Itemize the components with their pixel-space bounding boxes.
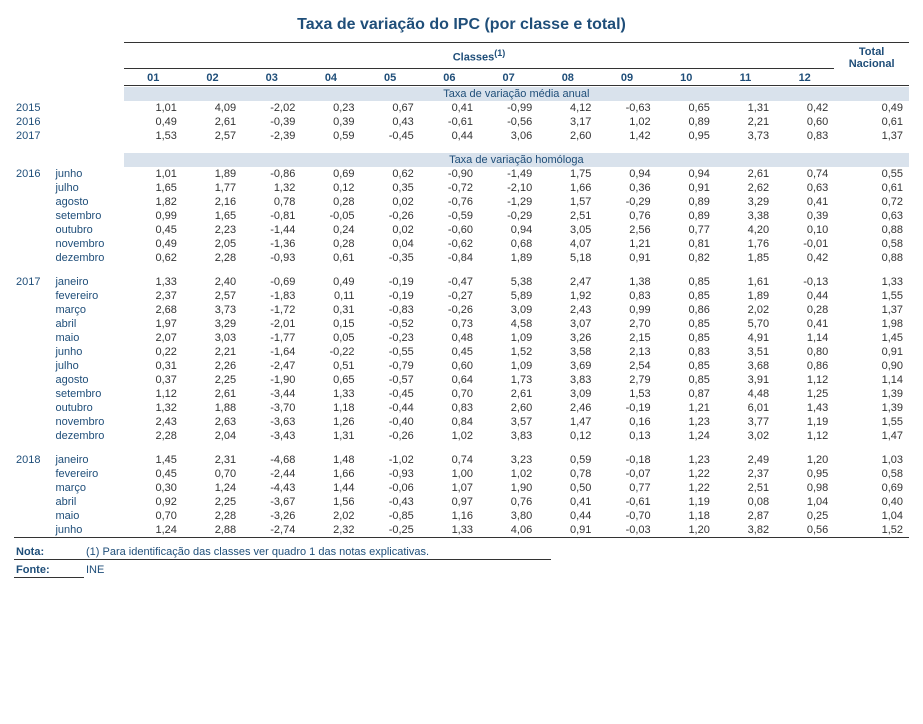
header-classes: Classes(1) (124, 45, 835, 69)
table-row: abril0,922,25-3,671,56-0,430,970,760,41-… (14, 495, 909, 509)
fonte-key: Fonte: (14, 560, 84, 578)
table-row: dezembro0,622,28-0,930,61-0,35-0,841,895… (14, 251, 909, 265)
table-row: outubro1,321,88-3,701,18-0,440,832,602,4… (14, 401, 909, 415)
page-title: Taxa de variação do IPC (por classe e to… (14, 16, 909, 34)
table-row: fevereiro2,372,57-1,830,11-0,19-0,275,89… (14, 289, 909, 303)
table-row: maio2,073,03-1,770,05-0,230,481,093,262,… (14, 331, 909, 345)
table-row: abril1,973,29-2,010,15-0,520,734,583,072… (14, 317, 909, 331)
nota-key: Nota: (14, 542, 84, 560)
table-row: 20151,014,09-2,020,230,670,41-0,994,12-0… (14, 101, 909, 115)
band-annual: Taxa de variação média anual (124, 87, 909, 101)
table-row: 20160,492,61-0,390,390,43-0,61-0,563,171… (14, 115, 909, 129)
header-total: TotalNacional (834, 45, 909, 71)
table-row: julho1,651,771,320,120,35-0,72-2,101,660… (14, 181, 909, 195)
table-row: setembro1,122,61-3,441,33-0,450,702,613,… (14, 387, 909, 401)
table-row: dezembro2,282,04-3,431,31-0,261,023,830,… (14, 429, 909, 443)
header-cols: 01 02 03 04 05 06 07 08 09 10 11 12 (14, 71, 909, 86)
nota-val: (1) Para identificação das classes ver q… (84, 542, 551, 560)
table-row: agosto1,822,160,780,280,02-0,76-1,291,57… (14, 195, 909, 209)
table-row: 2016junho1,011,89-0,860,690,62-0,90-1,49… (14, 167, 909, 181)
footer-table: Nota: (1) Para identificação das classes… (14, 542, 551, 578)
fonte-val: INE (84, 560, 551, 578)
table-row: junho0,222,21-1,64-0,22-0,550,451,523,58… (14, 345, 909, 359)
table-row: 2018janeiro1,452,31-4,681,48-1,020,743,2… (14, 453, 909, 467)
table-row: setembro0,991,65-0,81-0,05-0,26-0,59-0,2… (14, 209, 909, 223)
table-row: novembro2,432,63-3,631,26-0,400,843,571,… (14, 415, 909, 429)
table-row: fevereiro0,450,70-2,441,66-0,931,001,020… (14, 467, 909, 481)
table-row: julho0,312,26-2,470,51-0,790,601,093,692… (14, 359, 909, 373)
table-row: 2017janeiro1,332,40-0,690,49-0,19-0,475,… (14, 275, 909, 289)
band-homologa: Taxa de variação homóloga (124, 153, 909, 167)
table-row: 20171,532,57-2,390,59-0,450,443,062,601,… (14, 129, 909, 143)
ipc-table: Classes(1) TotalNacional 01 02 03 04 05 … (14, 42, 909, 538)
table-row: novembro0,492,05-1,360,280,04-0,620,684,… (14, 237, 909, 251)
table-row: março0,301,24-4,431,44-0,061,071,900,500… (14, 481, 909, 495)
table-row: maio0,702,28-3,262,02-0,851,163,800,44-0… (14, 509, 909, 523)
table-row: outubro0,452,23-1,440,240,02-0,600,943,0… (14, 223, 909, 237)
table-row: agosto0,372,25-1,900,65-0,570,641,733,83… (14, 373, 909, 387)
table-row: junho1,242,88-2,742,32-0,251,334,060,91-… (14, 523, 909, 538)
table-row: março2,683,73-1,720,31-0,83-0,263,092,43… (14, 303, 909, 317)
